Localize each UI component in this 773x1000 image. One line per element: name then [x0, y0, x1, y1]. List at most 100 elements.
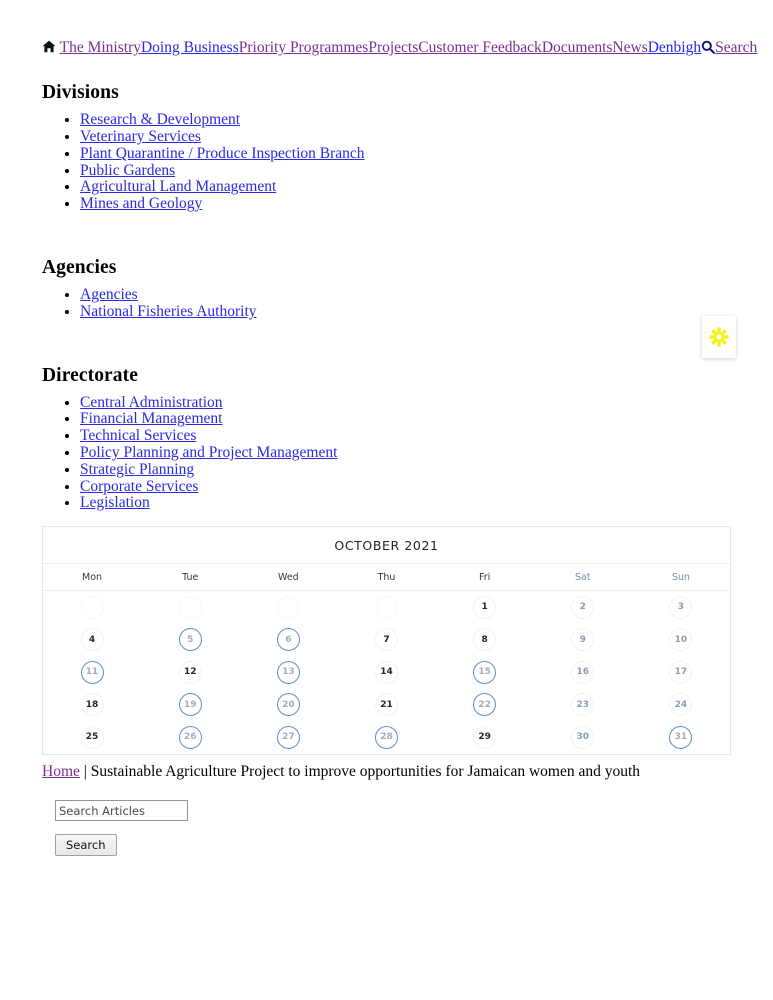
calendar-cell[interactable]: 4 — [43, 624, 141, 657]
search-button[interactable]: Search — [55, 834, 117, 857]
calendar-cell[interactable]: 10 — [632, 624, 730, 657]
calendar-cell[interactable]: 20 — [239, 689, 337, 722]
division-link-research-development[interactable]: Research & Development — [80, 111, 241, 129]
calendar-day-16[interactable]: 16 — [571, 660, 595, 684]
division-link-agricultural-land-management[interactable]: Agricultural Land Management — [80, 178, 277, 196]
calendar-cell[interactable]: 31 — [632, 721, 730, 754]
calendar-cell[interactable]: 17 — [632, 656, 730, 689]
calendar-day-11[interactable]: 11 — [80, 660, 104, 684]
calendar-day-8[interactable]: 8 — [473, 628, 497, 652]
nav-link-news[interactable]: News — [612, 39, 648, 56]
calendar-day-21[interactable]: 21 — [374, 693, 398, 717]
calendar-day-17[interactable]: 17 — [669, 660, 693, 684]
accessibility-widget-button[interactable] — [702, 316, 736, 358]
calendar-day-19[interactable]: 19 — [178, 693, 202, 717]
search-button-wrap: Search — [55, 821, 731, 857]
calendar-day-2[interactable]: 2 — [571, 595, 595, 619]
division-link-list: Research & Development Veterinary Servic… — [42, 111, 731, 213]
list-item: Strategic Planning — [80, 460, 731, 479]
nav-link-customer-feedback[interactable]: Customer Feedback — [418, 39, 542, 56]
calendar-day-24[interactable]: 24 — [669, 693, 693, 717]
calendar-cell[interactable]: 27 — [239, 721, 337, 754]
search-icon[interactable] — [701, 40, 715, 60]
calendar-cell[interactable]: 29 — [436, 721, 534, 754]
calendar-day-26[interactable]: 26 — [178, 725, 202, 749]
calendar-day-20[interactable]: 20 — [276, 693, 300, 717]
calendar-day-12[interactable]: 12 — [178, 660, 202, 684]
home-icon[interactable] — [42, 39, 60, 56]
calendar-day-14[interactable]: 14 — [374, 660, 398, 684]
calendar-cell[interactable]: 14 — [337, 656, 435, 689]
search-input[interactable] — [55, 800, 188, 822]
calendar-day-3[interactable]: 3 — [669, 595, 693, 619]
nav-link-the-ministry[interactable]: The Ministry — [59, 39, 141, 56]
directorate-link-technical-services[interactable]: Technical Services — [80, 427, 197, 445]
calendar-cell[interactable]: 21 — [337, 689, 435, 722]
division-link-mines-and-geology[interactable]: Mines and Geology — [80, 195, 203, 213]
agency-link-agencies[interactable]: Agencies — [80, 285, 138, 303]
calendar-day-6[interactable]: 6 — [276, 628, 300, 652]
calendar-cell[interactable]: 12 — [141, 656, 239, 689]
calendar-day-7[interactable]: 7 — [374, 628, 398, 652]
calendar-day-9[interactable]: 9 — [571, 628, 595, 652]
calendar-cell[interactable]: 30 — [534, 721, 632, 754]
calendar-day-28[interactable]: 28 — [374, 725, 398, 749]
nav-link-denbigh[interactable]: Denbigh — [647, 39, 702, 56]
calendar-day-30[interactable]: 30 — [571, 725, 595, 749]
directorate-link-corporate-services[interactable]: Corporate Services — [80, 477, 199, 495]
calendar-day-4[interactable]: 4 — [80, 628, 104, 652]
calendar-cell[interactable]: 13 — [239, 656, 337, 689]
calendar-cell[interactable]: 1 — [436, 591, 534, 624]
nav-link-doing-business[interactable]: Doing Business — [140, 39, 239, 56]
calendar-day-5[interactable]: 5 — [178, 628, 202, 652]
calendar-cell[interactable]: 8 — [436, 624, 534, 657]
calendar-day-22[interactable]: 22 — [473, 693, 497, 717]
calendar-cell[interactable]: 9 — [534, 624, 632, 657]
calendar-cell[interactable]: 19 — [141, 689, 239, 722]
breadcrumb-current-page: Sustainable Agriculture Project to impro… — [90, 762, 641, 780]
calendar-cell[interactable]: 23 — [534, 689, 632, 722]
calendar-cell[interactable]: 6 — [239, 624, 337, 657]
calendar-day-29[interactable]: 29 — [473, 725, 497, 749]
calendar-cell[interactable]: 11 — [43, 656, 141, 689]
calendar-cell — [239, 591, 337, 624]
directorate-link-policy-planning[interactable]: Policy Planning and Project Management — [80, 443, 338, 461]
division-link-plant-quarantine[interactable]: Plant Quarantine / Produce Inspection Br… — [80, 144, 365, 162]
calendar-cell[interactable]: 22 — [436, 689, 534, 722]
calendar-cell[interactable]: 15 — [436, 656, 534, 689]
calendar-cell[interactable]: 25 — [43, 721, 141, 754]
calendar-cell[interactable]: 24 — [632, 689, 730, 722]
calendar-day-31[interactable]: 31 — [669, 725, 693, 749]
calendar-day-10[interactable]: 10 — [669, 628, 693, 652]
calendar-cell[interactable]: 2 — [534, 591, 632, 624]
calendar-cell[interactable]: 16 — [534, 656, 632, 689]
spacer — [42, 213, 731, 235]
directorate-link-financial-management[interactable]: Financial Management — [80, 410, 223, 428]
calendar-dayname-mon: Mon — [82, 572, 103, 584]
calendar-cell[interactable]: 7 — [337, 624, 435, 657]
calendar-cell[interactable]: 5 — [141, 624, 239, 657]
calendar-cell[interactable]: 26 — [141, 721, 239, 754]
agency-link-national-fisheries-authority[interactable]: National Fisheries Authority — [80, 302, 257, 320]
directorate-link-central-administration[interactable]: Central Administration — [80, 393, 223, 411]
calendar-cell[interactable]: 28 — [337, 721, 435, 754]
breadcrumb-home-link[interactable]: Home — [42, 762, 80, 780]
nav-link-documents[interactable]: Documents — [541, 39, 613, 56]
calendar-day-1[interactable]: 1 — [473, 595, 497, 619]
calendar-day-13[interactable]: 13 — [276, 660, 300, 684]
calendar-cell[interactable]: 18 — [43, 689, 141, 722]
calendar-day-18[interactable]: 18 — [80, 693, 104, 717]
division-link-veterinary-services[interactable]: Veterinary Services — [80, 127, 201, 145]
calendar-cell[interactable]: 3 — [632, 591, 730, 624]
nav-link-projects[interactable]: Projects — [368, 39, 419, 56]
calendar-day-23[interactable]: 23 — [571, 693, 595, 717]
calendar-day-27[interactable]: 27 — [276, 725, 300, 749]
nav-link-search[interactable]: Search — [715, 39, 758, 56]
directorate-link-legislation[interactable]: Legislation — [80, 494, 150, 512]
division-link-public-gardens[interactable]: Public Gardens — [80, 161, 176, 179]
directorate-link-strategic-planning[interactable]: Strategic Planning — [80, 460, 195, 478]
calendar-day-25[interactable]: 25 — [80, 725, 104, 749]
breadcrumb: Home | Sustainable Agriculture Project t… — [42, 761, 731, 783]
nav-link-priority-programmes[interactable]: Priority Programmes — [238, 39, 369, 56]
calendar-day-15[interactable]: 15 — [473, 660, 497, 684]
